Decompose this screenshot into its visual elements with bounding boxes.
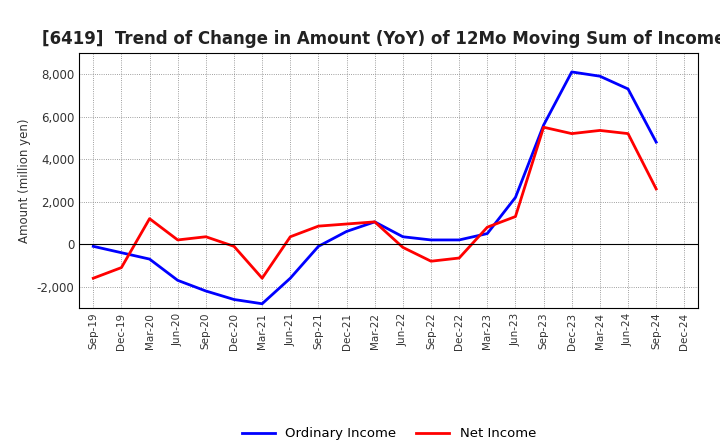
Net Income	[624, 131, 632, 136]
Ordinary Income	[370, 219, 379, 224]
Net Income	[370, 219, 379, 224]
Net Income	[539, 125, 548, 130]
Net Income	[230, 244, 238, 249]
Net Income	[342, 221, 351, 227]
Net Income	[258, 275, 266, 281]
Net Income	[314, 224, 323, 229]
Ordinary Income	[511, 195, 520, 200]
Net Income	[652, 186, 660, 191]
Line: Ordinary Income: Ordinary Income	[94, 72, 656, 304]
Ordinary Income	[455, 237, 464, 242]
Net Income	[145, 216, 154, 221]
Ordinary Income	[89, 244, 98, 249]
Ordinary Income	[595, 73, 604, 79]
Net Income	[89, 275, 98, 281]
Net Income	[427, 259, 436, 264]
Ordinary Income	[652, 139, 660, 145]
Title: [6419]  Trend of Change in Amount (YoY) of 12Mo Moving Sum of Incomes: [6419] Trend of Change in Amount (YoY) o…	[42, 30, 720, 48]
Net Income	[511, 214, 520, 219]
Ordinary Income	[286, 275, 294, 281]
Net Income	[455, 255, 464, 260]
Ordinary Income	[399, 234, 408, 239]
Ordinary Income	[117, 250, 126, 255]
Y-axis label: Amount (million yen): Amount (million yen)	[18, 118, 31, 242]
Ordinary Income	[314, 244, 323, 249]
Ordinary Income	[567, 69, 576, 74]
Net Income	[202, 234, 210, 239]
Ordinary Income	[174, 278, 182, 283]
Ordinary Income	[539, 122, 548, 128]
Net Income	[117, 265, 126, 270]
Ordinary Income	[258, 301, 266, 306]
Ordinary Income	[427, 237, 436, 242]
Ordinary Income	[145, 257, 154, 262]
Net Income	[399, 245, 408, 250]
Ordinary Income	[483, 231, 492, 236]
Net Income	[595, 128, 604, 133]
Ordinary Income	[202, 288, 210, 293]
Net Income	[483, 224, 492, 230]
Ordinary Income	[624, 86, 632, 92]
Legend: Ordinary Income, Net Income: Ordinary Income, Net Income	[236, 422, 541, 440]
Line: Net Income: Net Income	[94, 127, 656, 278]
Ordinary Income	[230, 297, 238, 302]
Net Income	[174, 237, 182, 242]
Net Income	[286, 234, 294, 239]
Ordinary Income	[342, 229, 351, 234]
Net Income	[567, 131, 576, 136]
